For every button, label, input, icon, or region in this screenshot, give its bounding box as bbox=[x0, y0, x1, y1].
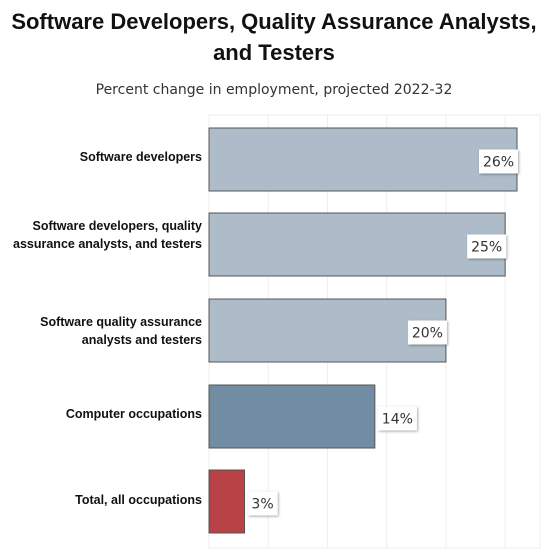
value-label-3: 14% bbox=[377, 406, 417, 431]
value-label-text: 3% bbox=[251, 497, 273, 513]
value-label-box bbox=[377, 406, 417, 431]
value-label-box bbox=[467, 234, 507, 259]
value-label-text: 26% bbox=[483, 155, 514, 171]
category-label-qa-analysts-testers: Software quality assurance analysts and … bbox=[40, 315, 202, 347]
value-label-box bbox=[407, 320, 447, 345]
category-label-computer-occupations: Computer occupations bbox=[65, 407, 202, 421]
value-label-box bbox=[479, 149, 518, 174]
chart-subtitle: Percent change in employment, projected … bbox=[95, 82, 453, 98]
category-label-total-all-occupations: Total, all occupations bbox=[75, 493, 202, 507]
bar-4 bbox=[208, 469, 246, 534]
bar-0 bbox=[208, 127, 518, 192]
bar-1 bbox=[208, 212, 506, 277]
category-label-software-developers: Software developers bbox=[79, 150, 202, 164]
bar-3 bbox=[208, 384, 376, 449]
value-label-1: 25% bbox=[467, 234, 507, 259]
value-label-2: 20% bbox=[407, 320, 447, 345]
value-label-text: 25% bbox=[471, 240, 502, 256]
category-label-combined-occupation: Software developers, quality assurance a… bbox=[13, 219, 202, 251]
value-label-4: 3% bbox=[247, 491, 278, 516]
chart-title: Software Developers, Quality Assurance A… bbox=[11, 9, 537, 65]
value-label-text: 20% bbox=[412, 326, 443, 342]
value-label-text: 14% bbox=[382, 412, 413, 428]
value-label-box bbox=[247, 491, 278, 516]
value-label-0: 26% bbox=[479, 149, 518, 174]
bar-2 bbox=[208, 298, 447, 363]
